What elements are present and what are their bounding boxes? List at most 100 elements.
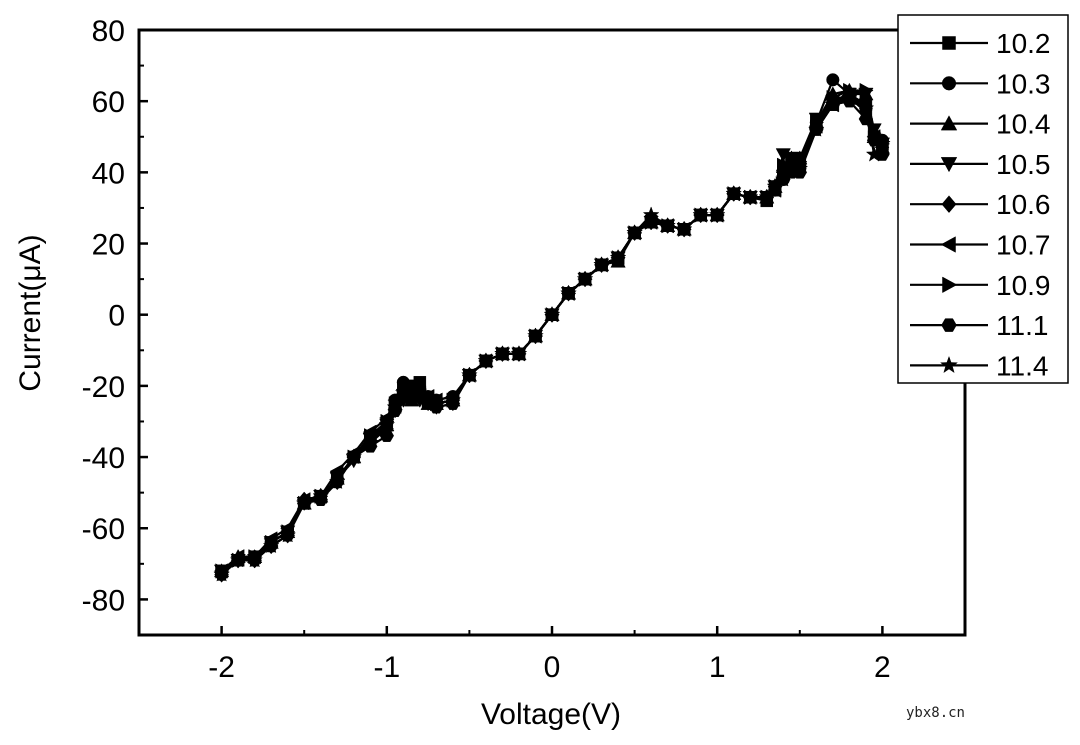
legend-marker [941, 76, 957, 91]
data-point [312, 487, 330, 504]
x-axis-ticks: -2 -1 0 1 2 [138, 626, 966, 684]
x-tick-label: -2 [208, 651, 235, 684]
data-point [791, 159, 809, 176]
legend-marker [939, 355, 959, 374]
x-tick-label: 1 [709, 651, 726, 684]
data-point [345, 448, 363, 465]
data-point [741, 188, 759, 205]
legend-label: 10.7 [996, 230, 1051, 261]
legend-item: 10.9 [910, 270, 1051, 301]
data-point [758, 188, 776, 205]
data-point [543, 305, 561, 322]
y-axis-ticks: 80 60 40 20 0 -20 -40 -60 -80 [82, 15, 148, 636]
legend-marker [940, 157, 958, 173]
y-tick-label: 80 [92, 15, 125, 48]
y-tick-label: -20 [82, 371, 125, 404]
y-tick-label: -40 [82, 442, 125, 475]
y-axis-title: Current(μA) [14, 234, 47, 391]
legend-item: 11.1 [910, 310, 1048, 341]
legend-item: 10.6 [910, 189, 1051, 220]
y-tick-label: -80 [82, 584, 125, 617]
data-point [824, 95, 842, 112]
data-point [857, 99, 875, 116]
data-point [361, 433, 379, 450]
legend-marker [941, 195, 957, 214]
legend-box [897, 14, 1069, 384]
data-point [295, 494, 313, 511]
y-tick-label: 0 [108, 300, 125, 333]
data-point [626, 224, 644, 241]
legend-item: 10.5 [910, 149, 1051, 180]
data-point [378, 416, 396, 433]
data-point [386, 398, 404, 415]
legend-label: 10.2 [996, 28, 1051, 59]
data-point [777, 157, 792, 173]
legend: 10.2 10.3 10.4 10.5 10.6 10.7 10.9 11.1 11.4 [897, 14, 1069, 384]
legend-marker [942, 36, 956, 50]
data-point [873, 135, 891, 152]
legend-label: 10.3 [996, 68, 1051, 99]
legend-label: 11.1 [996, 310, 1048, 341]
data-point [527, 327, 544, 344]
y-tick-label: 40 [92, 157, 125, 190]
x-tick-label: 2 [874, 651, 891, 684]
legend-entries: 10.2 10.3 10.4 10.5 10.6 10.7 10.9 11.1 11.4 [910, 28, 1051, 381]
legend-marker [940, 236, 956, 253]
plot-frame [137, 28, 967, 637]
legend-label: 10.9 [996, 270, 1051, 301]
data-point [725, 184, 743, 201]
data-point [460, 366, 478, 383]
data-point [593, 256, 610, 273]
data-point [246, 551, 264, 568]
x-tick-label: 0 [544, 651, 561, 684]
data-point [826, 73, 840, 87]
legend-item: 10.2 [910, 28, 1051, 59]
data-point [675, 220, 693, 237]
legend-marker [940, 115, 958, 131]
data-point [403, 384, 420, 401]
data-point [229, 551, 247, 568]
legend-item: 10.7 [910, 230, 1051, 261]
data-point [840, 88, 858, 105]
data-point [692, 206, 710, 223]
legend-label: 11.4 [996, 350, 1048, 381]
data-point [328, 473, 346, 490]
data-point [494, 345, 511, 362]
data-point [279, 526, 297, 543]
watermark-text: ybx8.cn [905, 705, 965, 721]
data-point [444, 391, 462, 408]
series-layer [213, 73, 891, 583]
plot-area: 80 60 40 20 0 -20 -40 -60 -80 -2 -1 0 1 2 [82, 15, 967, 684]
data-point [642, 206, 660, 223]
data-point [609, 248, 627, 265]
legend-item: 10.3 [910, 68, 1051, 99]
legend-label: 10.6 [996, 189, 1051, 220]
y-tick-label: -60 [82, 513, 125, 546]
data-point [774, 170, 792, 187]
data-point [859, 82, 874, 99]
data-point [510, 345, 528, 362]
data-point [419, 391, 437, 408]
data-point [576, 270, 594, 287]
legend-label: 10.4 [996, 109, 1051, 140]
data-point [807, 120, 825, 137]
data-point [865, 145, 883, 162]
data-point [427, 394, 445, 411]
legend-item: 10.4 [910, 109, 1051, 140]
y-tick-label: 60 [92, 86, 125, 119]
data-point [560, 284, 577, 301]
data-point [262, 537, 280, 554]
data-point [477, 352, 495, 369]
data-point [213, 565, 231, 582]
data-point [411, 387, 429, 404]
series-11.4 [213, 88, 891, 582]
y-tick-label: 20 [92, 229, 125, 262]
legend-item: 11.4 [910, 350, 1048, 381]
legend-marker [942, 276, 958, 294]
legend-label: 10.5 [996, 149, 1051, 180]
x-axis-title: Voltage(V) [481, 698, 621, 731]
x-tick-label: -1 [373, 651, 400, 684]
data-point [708, 206, 726, 223]
legend-marker [941, 318, 957, 332]
